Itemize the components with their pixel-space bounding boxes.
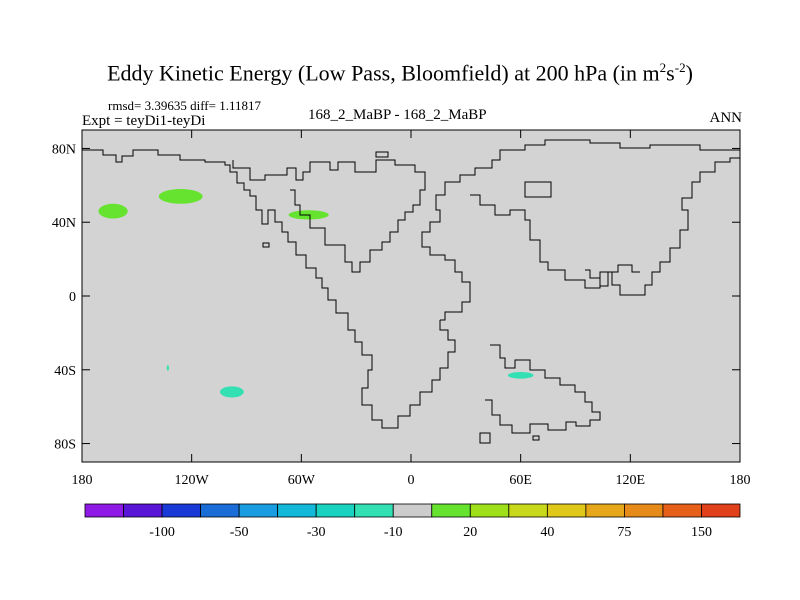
- colorbar-label: 150: [691, 525, 712, 540]
- colorbar-swatch: [200, 503, 240, 518]
- colorbar-swatch: [161, 503, 201, 518]
- colorbar-swatch: [277, 503, 317, 518]
- colorbar: -100 -50 -30 -10 20 40 75 150: [84, 503, 741, 540]
- anomaly-south-indian: [507, 371, 534, 379]
- plot-title: Eddy Kinetic Energy (Low Pass, Bloomfiel…: [107, 60, 693, 86]
- colorbar-swatch: [84, 503, 124, 518]
- colorbar-swatch: [354, 503, 394, 518]
- coastline-australia: [485, 344, 601, 434]
- x-tick-label: 0: [408, 473, 415, 488]
- y-tick-label: 0: [69, 290, 76, 305]
- anomaly-north-pacific-west: [98, 203, 128, 219]
- coastline-island-north: [375, 151, 389, 158]
- coastline-antarctic-islet: [532, 435, 540, 441]
- colorbar-swatch: [392, 503, 433, 518]
- map-background: [82, 130, 740, 462]
- colorbar-swatch: [624, 503, 664, 518]
- coastline-north-america-north: [232, 159, 426, 273]
- x-tick-label: 60E: [509, 473, 532, 488]
- experiment-label: Expt = teyDi1-teyDi: [82, 113, 206, 129]
- y-tick-label: 80S: [54, 438, 76, 453]
- coastline-island-small: [262, 242, 270, 248]
- colorbar-swatch: [431, 503, 471, 518]
- anomaly-south-pacific: [219, 386, 244, 398]
- colorbar-label: 20: [463, 525, 477, 540]
- coastline-caspian-sea: [524, 181, 552, 198]
- x-tick-label: 120E: [616, 473, 646, 488]
- colorbar-label: -10: [384, 525, 403, 540]
- x-tick-label: 180: [72, 473, 93, 488]
- colorbar-swatch: [469, 503, 510, 518]
- y-tick-label: 40S: [54, 364, 76, 379]
- season-label: ANN: [709, 110, 743, 126]
- anomaly-north-pacific-central: [158, 189, 203, 204]
- rmsd-diff-stats: rmsd= 3.39635 diff= 1.11817: [108, 98, 261, 113]
- coastline-indonesia: [585, 264, 640, 287]
- coastline-africa-europe: [421, 139, 740, 321]
- colorbar-label: 40: [540, 525, 554, 540]
- colorbar-label: -50: [230, 525, 249, 540]
- colorbar-swatch: [508, 503, 548, 518]
- coastlines: [82, 139, 740, 444]
- y-tick-label: 80N: [52, 142, 76, 157]
- coastline-antarctic-island: [479, 432, 491, 444]
- coastline-south-america: [342, 312, 456, 429]
- colorbar-swatch: [546, 503, 587, 518]
- anomaly-layer: [98, 189, 534, 398]
- colorbar-label: 75: [617, 525, 631, 540]
- colorbar-swatch: [701, 503, 741, 518]
- colorbar-swatch: [662, 503, 702, 518]
- colorbar-swatch: [585, 503, 625, 518]
- axis-ticks: [81, 130, 741, 462]
- colorbar-swatch: [238, 503, 279, 518]
- colorbar-label: -30: [307, 525, 326, 540]
- axis-labels: 180 120W 60W 0 60E 120E 180 80N 40N 0 40S 80S: [52, 142, 751, 488]
- case-comparison-label: 168_2_MaBP - 168_2_MaBP: [308, 107, 487, 123]
- x-tick-label: 60W: [288, 473, 316, 488]
- colorbar-swatch: [123, 503, 163, 518]
- anomaly-south-pacific-dot: [166, 365, 170, 371]
- x-tick-label: 120W: [175, 473, 210, 488]
- x-tick-label: 180: [730, 473, 751, 488]
- coastline-asia: [470, 157, 740, 296]
- colorbar-swatch: [315, 503, 356, 518]
- y-tick-label: 40N: [52, 216, 76, 231]
- colorbar-label: -100: [149, 525, 175, 540]
- coastline-north-america: [82, 149, 342, 314]
